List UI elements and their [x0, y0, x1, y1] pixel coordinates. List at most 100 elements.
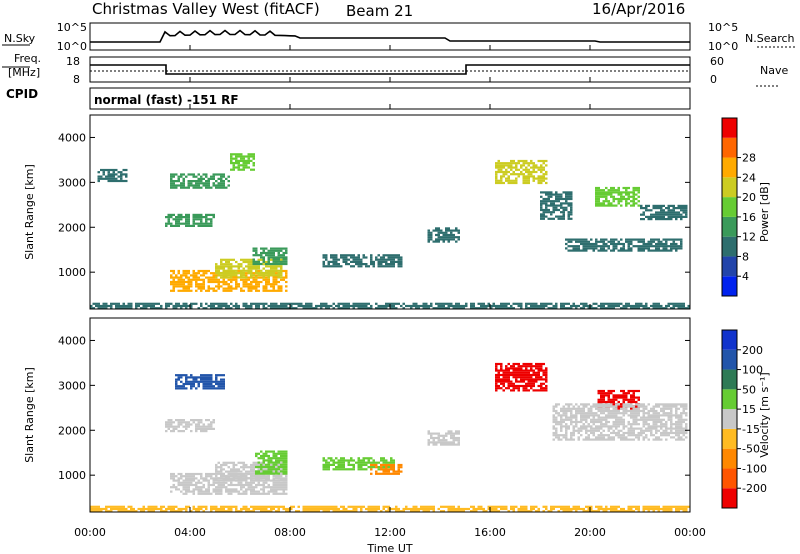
power-cell-2 — [252, 247, 288, 266]
velocity-ytick-label: 3000 — [58, 379, 86, 392]
power-ytick-label: 3000 — [58, 176, 86, 189]
power-cell-4 — [170, 173, 230, 189]
power-colorbar-swatch — [722, 256, 737, 277]
velocity-y-ticks: 1000 2000 3000 4000 — [58, 334, 690, 482]
xtick-label: 00:00 — [74, 526, 106, 539]
power-colorbar-swatch — [722, 177, 737, 198]
velocity-colorbar-tick-label: -100 — [742, 462, 767, 475]
power-colorbar-tick-label: 28 — [742, 152, 756, 165]
radar-title: Christmas Valley West (fitACF) — [92, 0, 320, 18]
velocity-cell-2 — [255, 450, 288, 475]
power-cell-1 — [215, 258, 283, 279]
velocity-ytick-label: 1000 — [58, 469, 86, 482]
power-cell-8 — [427, 227, 460, 243]
nsearch-label: N.Search — [745, 32, 795, 45]
freq-tick-right-bottom: 0 — [710, 73, 717, 86]
freq-tick-right-top: 60 — [710, 55, 724, 68]
power-colorbar-swatch — [722, 276, 737, 296]
velocity-colorbar-swatch — [722, 488, 737, 508]
power-cell-13 — [640, 204, 688, 221]
xtick-label: 20:00 — [574, 526, 606, 539]
velocity-colorbar-tick-label: 200 — [742, 344, 763, 357]
power-colorbar-tick-label: 12 — [742, 231, 756, 244]
noise-tick-right-bottom: 10^0 — [708, 40, 738, 53]
velocity-colorbar-tick-label: 15 — [742, 403, 756, 416]
velocity-cell-11 — [90, 505, 690, 513]
power-cell-14 — [90, 302, 690, 310]
time-xlabel: Time UT — [366, 542, 412, 554]
velocity-cell-3 — [165, 419, 215, 433]
power-ytick-label: 1000 — [58, 266, 86, 279]
beam-label: Beam 21 — [346, 2, 413, 20]
power-y-ticks: 1000 2000 3000 4000 — [58, 131, 690, 279]
xtick-label: 16:00 — [474, 526, 506, 539]
velocity-ylabel: Slant Range [km] — [23, 367, 36, 463]
power-ylabel: Slant Range [km] — [23, 164, 36, 260]
velocity-ytick-label: 4000 — [58, 334, 86, 347]
power-cell-7 — [322, 254, 403, 268]
power-cell-12 — [595, 186, 640, 207]
power-cell-6 — [97, 168, 128, 183]
power-colorbar-tick-label: 20 — [742, 191, 756, 204]
power-cell-10 — [540, 191, 573, 220]
power-colorbar-tick-label: 8 — [742, 250, 749, 263]
velocity-colorbar-label: Velocity [m s⁻¹] — [758, 372, 771, 457]
power-colorbar-tick-label: 4 — [742, 270, 749, 283]
date-label: 16/Apr/2016 — [592, 0, 685, 18]
velocity-colorbar-swatch — [722, 409, 737, 429]
velocity-colorbar-swatch — [722, 369, 737, 390]
frequency-trace — [90, 64, 690, 75]
power-cell-3 — [165, 213, 215, 227]
velocity-colorbar-tick-label: 50 — [742, 383, 756, 396]
xtick-label: 12:00 — [374, 526, 406, 539]
power-colorbar-swatch — [722, 236, 737, 257]
noise-tick-left-top: 10^5 — [57, 21, 87, 34]
power-colorbar-swatch — [722, 157, 737, 178]
velocity-colorbar-swatch — [722, 448, 737, 469]
noise-tick-left-bottom: 10^0 — [57, 40, 87, 53]
power-colorbar-swatch — [722, 118, 737, 138]
velocity-colorbar-swatch — [722, 349, 737, 370]
power-cell-5 — [230, 153, 255, 171]
xtick-label: 08:00 — [274, 526, 306, 539]
power-colorbar-swatch — [722, 137, 737, 158]
freq-tick-left-bottom: 8 — [73, 73, 80, 86]
velocity-cell-8 — [495, 362, 548, 392]
power-colorbar-swatch — [722, 216, 737, 237]
power-colorbar-tick-label: 16 — [742, 211, 756, 224]
velocity-ytick-label: 2000 — [58, 424, 86, 437]
velocity-cell-10 — [552, 403, 688, 441]
velocity-colorbar-tick-label: -50 — [742, 443, 760, 456]
velocity-cell-6 — [370, 463, 403, 475]
power-ytick-label: 4000 — [58, 131, 86, 144]
velocity-colorbar-swatch — [722, 428, 737, 449]
power-cell-11 — [565, 238, 683, 252]
nsky-label: N.Sky — [4, 32, 36, 45]
freq-label-2: [MHz] — [8, 66, 40, 79]
xtick-label: 04:00 — [174, 526, 206, 539]
power-colorbar: 4 8 12 16 20 24 28 — [721, 117, 756, 297]
velocity-heatmap — [90, 362, 690, 513]
velocity-colorbar-swatch — [722, 330, 737, 350]
time-x-ticks: 00:00 04:00 08:00 12:00 16:00 20:00 00:00 — [74, 45, 706, 539]
noise-tick-right-top: 10^5 — [708, 21, 738, 34]
cpid-label: CPID — [6, 87, 38, 101]
velocity-colorbar: -200 -100 -50 -15 15 50 100 200 — [721, 329, 767, 509]
velocity-cell-4 — [175, 374, 225, 390]
xtick-label: 00:00 — [674, 526, 706, 539]
velocity-cell-7 — [427, 430, 460, 446]
power-cell-9 — [495, 159, 548, 185]
power-colorbar-tick-label: 24 — [742, 171, 756, 184]
velocity-cell-0 — [170, 472, 288, 495]
power-colorbar-swatch — [722, 197, 737, 217]
freq-label-1: Freq. — [14, 52, 41, 65]
noise-sky-trace — [90, 29, 690, 43]
power-ytick-label: 2000 — [58, 221, 86, 234]
power-colorbar-label: Power [dB] — [758, 182, 771, 242]
freq-tick-left-top: 18 — [66, 55, 80, 68]
velocity-colorbar-swatch — [722, 389, 737, 410]
cpid-value: normal (fast) -151 RF — [94, 93, 239, 107]
velocity-colorbar-tick-label: -200 — [742, 482, 767, 495]
velocity-colorbar-tick-label: 100 — [742, 364, 763, 377]
velocity-colorbar-swatch — [722, 468, 737, 489]
